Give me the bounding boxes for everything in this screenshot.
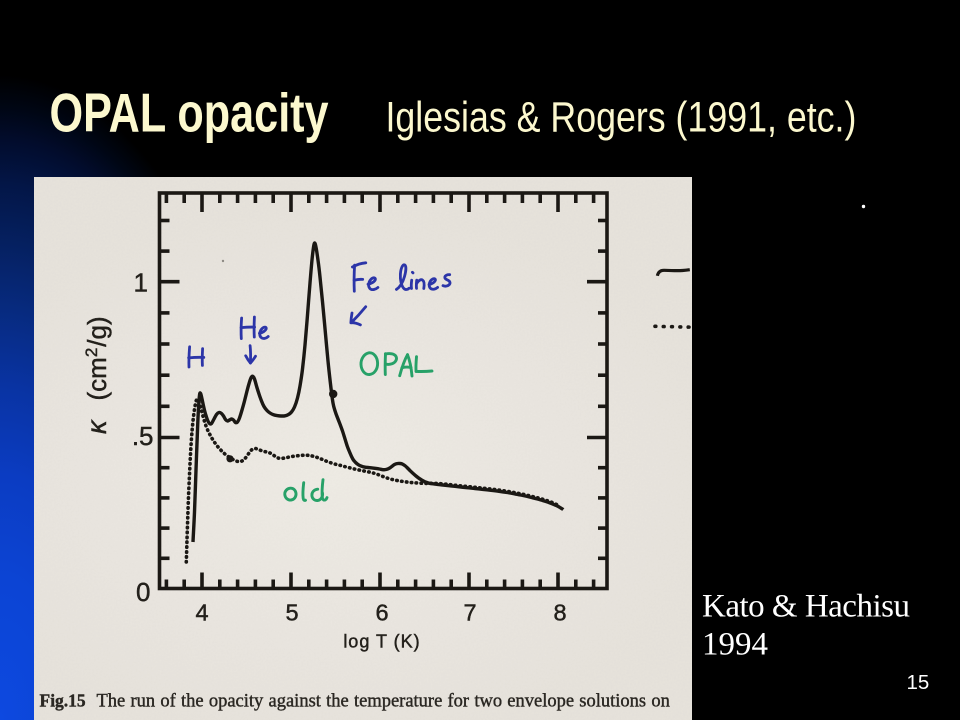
svg-text:7: 7 <box>463 600 476 626</box>
svg-text:6: 6 <box>375 600 388 626</box>
svg-text:log T (K): log T (K) <box>343 632 420 652</box>
svg-text:.5: .5 <box>132 421 154 451</box>
svg-text:5: 5 <box>285 600 298 626</box>
svg-text:1: 1 <box>134 268 148 298</box>
svg-text:Fig.15: Fig.15 <box>40 691 86 711</box>
svg-text:Kato & Hachisu: Kato & Hachisu <box>702 589 909 625</box>
svg-text:Iglesias & Rogers (1991, etc.): Iglesias & Rogers (1991, etc.) <box>386 93 857 141</box>
svg-text:1994: 1994 <box>702 627 768 663</box>
svg-text:OPAL opacity: OPAL opacity <box>50 82 330 143</box>
svg-text:The run of the opacity against: The run of the opacity against the tempe… <box>97 692 670 712</box>
svg-text:15: 15 <box>907 671 930 694</box>
svg-text:0: 0 <box>136 577 150 607</box>
svg-text:8: 8 <box>553 600 566 626</box>
svg-text:4: 4 <box>195 600 208 626</box>
svg-text:κ(cm2/g): κ(cm2/g) <box>82 316 112 434</box>
